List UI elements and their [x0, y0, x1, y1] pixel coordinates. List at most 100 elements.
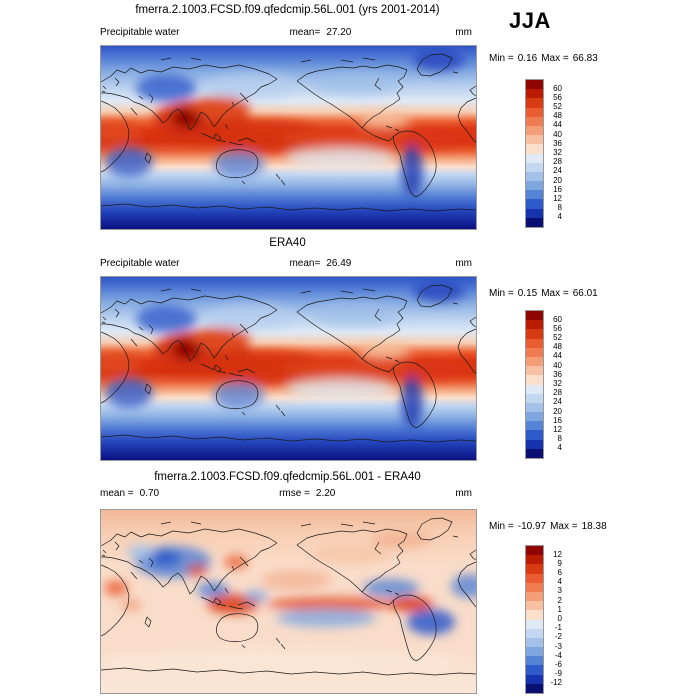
colorbar-segment [526, 217, 543, 227]
colorbar-tick-label: -4 [554, 650, 562, 660]
colorbar-tick-label: 48 [553, 111, 562, 121]
colorbar-segment [526, 107, 543, 117]
panel1-max-label: Max = [541, 53, 569, 64]
colorbar-model-ticks: 60 56 52 48 44 40 36 32 28 24 20 16 12 8 4 [546, 79, 562, 226]
colorbar-tick-label: 0 [557, 614, 562, 623]
colorbar-tick-label: 1 [557, 604, 562, 614]
panel1-min-label: Min = [489, 53, 514, 64]
colorbar-tick-label: 4 [557, 212, 562, 222]
colorbar-difference [525, 545, 544, 694]
colorbar-segment [526, 89, 543, 99]
colorbar-tick-label: 3 [557, 586, 562, 596]
colorbar-segment [526, 430, 543, 440]
panel2-title: ERA40 [269, 237, 306, 249]
colorbar-segment [526, 98, 543, 108]
colorbar-segment [526, 366, 543, 376]
colorbar-tick-label: 36 [553, 138, 562, 148]
panel2-mean-value: 26.49 [326, 258, 352, 269]
colorbar-tick-label: 4 [557, 443, 562, 453]
colorbar-segment [526, 647, 543, 657]
colorbar-tick-label: 60 [553, 314, 562, 324]
colorbar-model [525, 79, 544, 228]
colorbar-tick-label: 20 [553, 175, 562, 185]
panel3-min-label: Min = [489, 521, 514, 532]
panel3-stats-row: mean = 0.70 rmse = 2.20 mm [100, 488, 472, 499]
colorbar-tick-label: 6 [557, 568, 562, 578]
panel2-mean-label: mean= [289, 258, 321, 269]
colorbar-segment [526, 356, 543, 367]
colorbar-tick-label: 32 [553, 379, 562, 388]
colorbar-segment [526, 125, 543, 136]
colorbar-segment [526, 628, 543, 638]
colorbar-segment [526, 546, 543, 556]
colorbar-segment [526, 674, 543, 684]
colorbar-segment [526, 208, 543, 218]
colorbar-segment [526, 555, 543, 565]
colorbar-tick-label: 16 [553, 415, 562, 425]
panel3-rmse-label: rmse = [279, 488, 310, 499]
colorbar-tick-label: 24 [553, 397, 562, 407]
colorbar-tick-label: -3 [554, 641, 562, 651]
colorbar-tick-label: -1 [554, 623, 562, 633]
colorbar-segment [526, 421, 543, 431]
colorbar-era40 [525, 310, 544, 459]
colorbar-segment [526, 683, 543, 693]
map-era40 [100, 276, 477, 461]
colorbar-segment [526, 347, 543, 357]
colorbar-segment [526, 329, 543, 339]
colorbar-tick-label: 40 [553, 129, 562, 139]
colorbar-segment [526, 162, 543, 172]
colorbar-segment [526, 665, 543, 675]
colorbar-segment [526, 610, 543, 620]
colorbar-segment [526, 619, 543, 629]
colorbar-segment [526, 144, 543, 154]
map-model [100, 45, 477, 230]
colorbar-tick-label: 8 [557, 434, 562, 444]
colorbar-tick-label: 9 [557, 558, 562, 568]
colorbar-tick-label: 36 [553, 369, 562, 379]
colorbar-tick-label: -6 [554, 659, 562, 669]
colorbar-tick-label: 52 [553, 333, 562, 343]
panel1-mean-value: 27.20 [326, 27, 352, 38]
colorbar-tick-label: 44 [553, 120, 562, 130]
colorbar-segment [526, 135, 543, 145]
colorbar-segment [526, 384, 543, 394]
colorbar-tick-label: 12 [553, 424, 562, 434]
panel2-max-label: Max = [541, 288, 569, 299]
colorbar-tick-label: 56 [553, 323, 562, 333]
colorbar-tick-label: -9 [554, 669, 562, 679]
panel3-title: fmerra.2.1003.FCSD.f09.qfedcmip.56L.001 … [154, 471, 421, 483]
panel3-units-label: mm [455, 488, 472, 499]
colorbar-segment [526, 601, 543, 611]
colorbar-era40-ticks: 60 56 52 48 44 40 36 32 28 24 20 16 12 8 4 [546, 310, 562, 457]
colorbar-tick-label: 16 [553, 184, 562, 194]
panel3-rmse-value: 2.20 [315, 488, 336, 499]
colorbar-segment [526, 375, 543, 385]
panel2-minmax: Min = 0.15 Max = 66.01 [489, 288, 602, 299]
colorbar-segment [526, 637, 543, 648]
colorbar-tick-label: -12 [550, 678, 562, 688]
colorbar-tick-label: 60 [553, 83, 562, 93]
colorbar-segment [526, 439, 543, 449]
panel3-max-value: 18.38 [581, 521, 607, 532]
panel3-min-value: -10.97 [517, 521, 547, 532]
panel1-mean-label: mean= [289, 27, 321, 38]
colorbar-segment [526, 116, 543, 126]
panel2-min-label: Min = [489, 288, 514, 299]
colorbar-segment [526, 591, 543, 602]
colorbar-segment [526, 199, 543, 209]
colorbar-segment [526, 448, 543, 458]
colorbar-tick-label: -2 [554, 632, 562, 642]
panel2-variable-label: Precipitable water [100, 258, 180, 269]
map-difference [100, 509, 477, 694]
colorbar-segment [526, 338, 543, 348]
colorbar-tick-label: 4 [557, 577, 562, 587]
colorbar-segment [526, 573, 543, 583]
colorbar-difference-ticks: 12 9 6 4 3 2 1 0 -1 -2 -3 -4 -6 -9 -12 [546, 545, 562, 692]
colorbar-tick-label: 8 [557, 203, 562, 213]
colorbar-segment [526, 181, 543, 191]
panel3-max-label: Max = [550, 521, 578, 532]
panel2-stats-row: Precipitable water mean= 26.49 mm [100, 258, 472, 269]
colorbar-segment [526, 402, 543, 413]
panel1-units-label: mm [455, 27, 472, 38]
